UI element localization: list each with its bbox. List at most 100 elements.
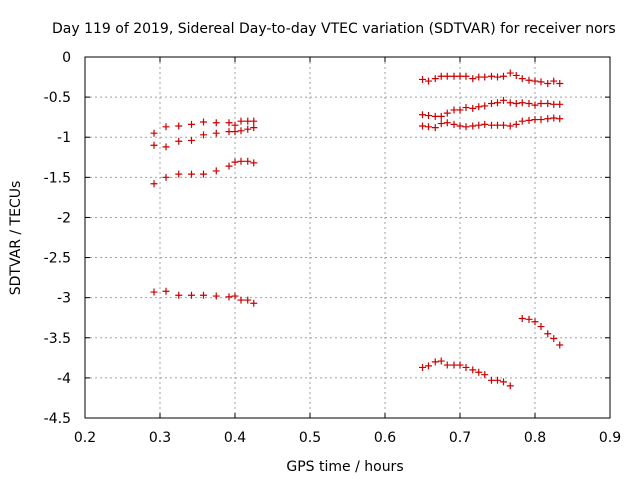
data-point [481,102,489,110]
series-s3 [150,157,258,188]
data-point [525,100,533,108]
data-point [494,376,501,384]
y-tick-label: -0.5 [44,90,71,106]
y-tick-label: -4.5 [44,411,71,427]
data-point [544,330,552,338]
data-point [250,299,258,307]
data-point [531,101,539,109]
data-point [488,100,495,108]
data-point [512,71,520,79]
data-point [550,114,558,122]
data-point [537,116,545,124]
x-tick-label: 0.3 [149,430,171,446]
data-point [544,100,552,108]
data-point [443,109,451,117]
data-point [425,123,432,131]
data-point [556,115,564,123]
series-s9 [518,315,564,349]
plot-frame [84,56,611,419]
data-point [500,96,507,104]
data-point [237,296,245,304]
data-point [437,357,445,365]
data-point [150,288,158,296]
y-tick-label: -2.5 [44,251,71,267]
data-point [488,376,495,384]
data-point [443,72,451,80]
data-point [425,362,432,370]
data-point [431,75,439,83]
series-s6 [419,96,564,120]
data-point [225,119,233,127]
data-point [531,77,539,85]
data-point [225,128,233,136]
data-point [481,73,489,81]
x-tick-label: 0.8 [524,430,546,446]
data-point [425,77,432,85]
data-point [469,366,477,374]
series-s7 [419,114,564,132]
data-point [556,100,564,108]
y-tick-label: -3 [57,291,71,307]
x-tick-label: 0.5 [299,430,321,446]
data-point [531,116,539,124]
data-point [469,104,477,112]
axis-ticks: 0.2 0.3 0.4 0.5 0.6 0.7 0.8 0.9 0 -0.5 -1 -1.5 -2 -2.… [44,50,621,446]
data-point [506,99,514,107]
data-point [500,72,507,80]
data-point [556,79,564,87]
data-point [518,99,526,107]
data-point [225,162,233,170]
data-point [431,112,439,120]
data-point [462,123,470,131]
x-axis-title: GPS time / hours [286,459,403,475]
data-point [469,122,477,130]
data-point [188,120,195,128]
data-point [188,170,195,178]
data-point [212,167,220,175]
data-point [450,72,458,80]
data-point [200,291,207,299]
data-point [525,116,533,124]
data-point [500,378,507,386]
data-point [225,293,233,301]
data-point [443,119,451,127]
data-point [244,296,252,304]
y-tick-label: -1.5 [44,170,71,186]
data-point [512,120,520,128]
data-point [525,76,533,84]
data-point [419,363,426,371]
x-tick-label: 0.7 [449,430,471,446]
data-point [494,99,501,107]
data-point [175,137,183,145]
data-points [150,69,564,390]
data-point [456,72,464,80]
data-point [475,73,483,81]
data-point [237,117,245,125]
data-point [431,124,439,132]
chart-title: Day 119 of 2019, Sidereal Day-to-day VTE… [52,21,616,37]
data-point [506,69,514,77]
data-point [162,287,170,295]
data-point [419,75,426,83]
data-point [175,170,183,178]
data-point [244,125,252,133]
x-tick-label: 0.2 [74,430,96,446]
data-point [237,127,245,135]
data-point [437,120,445,128]
data-point [550,100,558,108]
data-point [419,122,426,130]
data-point [231,128,239,136]
data-point [231,121,239,129]
data-point [150,129,158,137]
data-point [462,363,470,371]
data-point [212,292,220,300]
data-point [431,358,439,366]
data-point [175,291,183,299]
data-point [494,73,501,81]
data-point [250,117,258,125]
data-point [188,136,195,144]
data-point [200,131,207,139]
data-point [450,106,458,114]
x-tick-label: 0.9 [599,430,621,446]
